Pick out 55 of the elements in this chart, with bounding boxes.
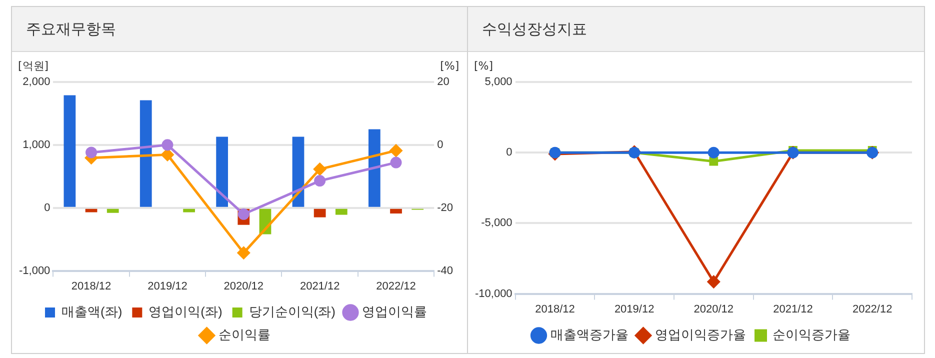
y-tick-label: -10,000 xyxy=(474,288,512,300)
bar xyxy=(216,136,228,207)
point xyxy=(390,156,402,168)
bar xyxy=(368,129,380,207)
y2-tick-label: -20 xyxy=(437,202,454,214)
x-tick-label: 2022/12 xyxy=(376,280,416,292)
point xyxy=(707,276,720,288)
y-tick-label: 1,000 xyxy=(22,138,50,151)
point xyxy=(314,175,326,187)
bar xyxy=(390,208,402,214)
y-tick-label: 0 xyxy=(44,202,50,214)
chart-title: 수익성장성지표 xyxy=(468,7,924,52)
y-tick-label: 0 xyxy=(506,146,512,159)
bar xyxy=(314,208,326,218)
point xyxy=(390,144,402,157)
bar xyxy=(85,208,98,212)
legend-label: 영업이익(좌) xyxy=(148,304,222,320)
point xyxy=(162,139,174,151)
point xyxy=(709,156,718,166)
y-tick-label: -1,000 xyxy=(18,264,50,277)
x-tick-label: 2018/12 xyxy=(535,303,575,316)
x-tick-label: 2022/12 xyxy=(852,303,892,316)
point xyxy=(86,146,98,158)
y2-tick-label: -40 xyxy=(437,264,454,277)
y-tick-label: 2,000 xyxy=(22,76,50,88)
legend-label: 매출액증가율 xyxy=(550,327,628,342)
y-axis-title: [억원] xyxy=(18,59,49,72)
bar xyxy=(183,208,195,212)
x-tick-label: 2019/12 xyxy=(148,280,188,292)
point xyxy=(237,246,250,260)
y-tick-label: 5,000 xyxy=(484,76,512,88)
point xyxy=(708,146,720,158)
bar xyxy=(106,208,119,213)
x-tick-label: 2019/12 xyxy=(614,303,654,316)
legend-label: 당기순이익(좌) xyxy=(248,304,336,320)
y-axis-title: [%] xyxy=(474,59,494,72)
point xyxy=(314,162,326,176)
y2-axis-title: [%] xyxy=(440,59,460,72)
bar xyxy=(335,208,348,215)
x-tick-label: 2020/12 xyxy=(694,303,734,316)
legend-label: 순이익증가율 xyxy=(772,327,850,342)
bar xyxy=(64,95,76,207)
x-tick-label: 2018/12 xyxy=(71,280,112,292)
legend-label: 매출액(좌) xyxy=(62,304,122,320)
y2-tick-label: 0 xyxy=(437,138,444,151)
y2-tick-label: 20 xyxy=(437,76,450,88)
x-tick-label: 2021/12 xyxy=(773,303,813,316)
legend-label: 순이익률 xyxy=(218,327,270,342)
x-tick-label: 2021/12 xyxy=(300,280,340,292)
chart-title: 주요재무항목 xyxy=(12,7,468,52)
legend-label: 영업이익증가율 xyxy=(654,327,746,342)
bar xyxy=(140,100,152,207)
x-tick-label: 2020/12 xyxy=(224,280,264,292)
y-tick-label: -5,000 xyxy=(481,217,512,230)
legend-label: 영업이익률 xyxy=(362,304,427,320)
